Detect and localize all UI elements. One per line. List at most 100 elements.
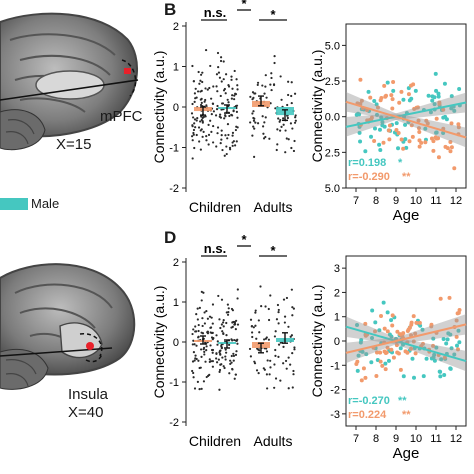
data-point: [264, 85, 267, 88]
data-point: [401, 146, 406, 151]
y-tick-label: -2: [169, 183, 179, 195]
data-point: [413, 88, 418, 93]
data-point: [222, 325, 225, 328]
data-point: [449, 94, 454, 99]
data-point: [226, 137, 229, 140]
data-point: [251, 112, 254, 115]
data-point: [456, 125, 461, 130]
data-point: [448, 366, 453, 371]
data-point: [354, 112, 359, 117]
data-point: [222, 319, 225, 322]
fit-line: [345, 100, 467, 139]
data-point: [416, 118, 421, 123]
data-point: [267, 318, 271, 322]
data-point: [254, 324, 257, 327]
data-point: [456, 122, 461, 127]
chart-d-bar-plot: -2 -1 0 1 2 Connectivity (a.u.) Children Adults…: [151, 232, 296, 449]
data-point: [449, 106, 454, 111]
data-point: [193, 146, 196, 150]
data-point: [204, 360, 207, 363]
data-point: [273, 386, 276, 389]
legend-male-swatch: [0, 198, 28, 210]
data-point: [203, 100, 206, 103]
data-point: [452, 108, 457, 113]
data-point: [198, 140, 201, 143]
data-point: [279, 118, 282, 122]
data-point: [220, 134, 223, 137]
data-point: [219, 113, 222, 116]
data-point: [215, 334, 218, 337]
data-point: [286, 103, 289, 107]
data-point: [234, 328, 237, 331]
data-point: [220, 138, 223, 141]
data-point: [236, 88, 239, 91]
data-point: [227, 307, 230, 310]
data-point: [290, 334, 294, 337]
data-point: [229, 148, 232, 151]
data-point: [357, 130, 362, 135]
data-point: [233, 69, 236, 73]
data-point: [382, 83, 387, 88]
data-point: [370, 336, 375, 341]
data-point: [286, 116, 289, 120]
data-point: [207, 133, 211, 136]
data-point: [195, 313, 198, 316]
data-point: [437, 100, 442, 105]
data-point: [224, 355, 227, 358]
data-point: [436, 91, 441, 96]
data-point: [284, 129, 287, 132]
data-point: [233, 338, 236, 342]
data-point: [225, 334, 228, 337]
data-point: [411, 339, 416, 344]
data-point: [374, 373, 379, 378]
y-tick-label: -2: [169, 417, 179, 429]
data-point: [442, 81, 447, 86]
data-point: [198, 306, 201, 309]
data-point: [284, 151, 287, 154]
data-point: [287, 325, 290, 328]
data-point: [218, 76, 222, 79]
sig-label: n.s.: [204, 5, 226, 20]
data-point: [406, 92, 411, 97]
data-point: [208, 358, 211, 361]
sig-annotation-male: *: [398, 157, 403, 169]
data-point: [220, 80, 223, 83]
data-point: [196, 318, 199, 321]
data-point: [424, 356, 429, 361]
data-point: [253, 155, 256, 158]
data-point: [223, 154, 226, 157]
data-point: [216, 343, 219, 346]
data-point: [294, 116, 297, 119]
data-point: [235, 125, 238, 128]
data-point: [194, 330, 197, 333]
data-point: [225, 145, 228, 148]
data-point: [434, 88, 439, 93]
roi-marker: [86, 342, 94, 350]
data-point: [233, 98, 236, 101]
data-point: [454, 318, 459, 323]
data-point: [200, 118, 203, 122]
data-point: [204, 98, 207, 102]
chart-b-scatter-plot: 7 8 9 10 11 12 5.0 2.5 0.0 2.5 5.0 Age Connectivity …: [309, 23, 467, 224]
data-point: [221, 102, 225, 105]
y-tick-label: 3: [334, 263, 340, 275]
data-point: [445, 337, 450, 342]
data-point: [391, 79, 396, 84]
data-point: [410, 134, 415, 139]
data-point: [202, 348, 205, 351]
chart-b-bar-plot: -2 -1 0 1 2 Connectivity (a.u.) Children Adults…: [151, 0, 297, 215]
data-point: [205, 345, 208, 348]
data-point: [395, 329, 400, 334]
y-tick-label: 5.0: [325, 183, 340, 195]
data-point: [416, 126, 421, 131]
data-point: [234, 373, 237, 376]
data-point: [429, 136, 434, 141]
data-point: [262, 137, 266, 140]
data-point: [263, 338, 266, 341]
data-point: [191, 157, 194, 160]
data-point: [260, 305, 263, 308]
data-point: [277, 343, 281, 346]
data-point: [192, 351, 196, 354]
data-point: [203, 311, 206, 314]
